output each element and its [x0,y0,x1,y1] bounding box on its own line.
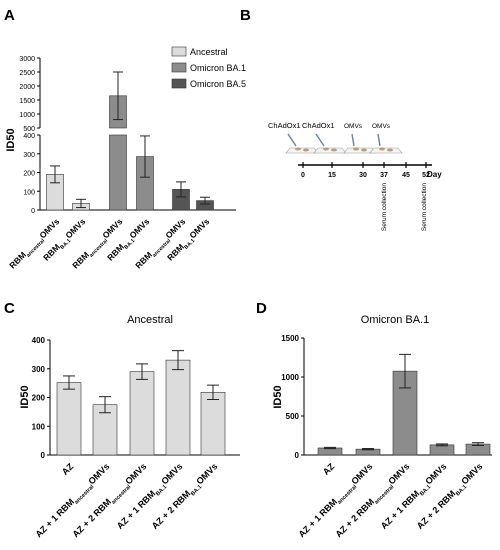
timeline-event-serum-52: Serum collection [421,183,428,231]
panel-d-bar [429,444,455,456]
mouse-icon [303,148,309,152]
panel-a-bar-lower [109,134,127,211]
mouse-icon [323,147,329,151]
mouse-icon [361,148,367,152]
panel-a-ytick-label: 100 [23,189,35,196]
timeline-label-chadox1-day15: ChAdOx1 [302,121,335,130]
timeline-label-chadox1-day0: ChAdOx1 [268,121,301,130]
legend-label-ba5: Omicron BA.5 [190,79,246,89]
panel-d-category-label: AZ [321,461,337,477]
panel-c-category-label: AZ + 2 RBMBA.1OMVs [150,461,222,533]
legend-label-ba1: Omicron BA.1 [190,63,246,73]
syringe-icon [377,133,381,147]
panel-a-ytick-label: 400 [23,133,35,140]
panel-c-title: Ancestral [127,314,173,326]
timeline-tick-label: 37 [380,172,388,179]
panel-c-bar [165,359,191,456]
panel-label-b: B [240,7,251,24]
panel-c-ytick-label: 400 [32,336,46,345]
panel-c-ytick-label: 100 [32,422,46,431]
mouse-icon [331,148,337,152]
panel-d-ytick-label: 1000 [281,373,299,382]
panel-a-legend: Ancestral Omicron BA.1 Omicron BA.5 [171,46,246,89]
timeline-tick-label: 0 [301,172,305,179]
panel-a-ytick-label: 2000 [19,84,35,91]
panel-c-ylabel: ID50 [19,385,31,408]
timeline-label-omvs-day37: OMVs [372,123,391,130]
mouse-cage-icon [369,147,403,154]
legend-swatch-ba5 [171,78,187,89]
panel-a-ytick-label: 300 [23,152,35,159]
panel-c-ytick-label: 300 [32,365,46,374]
mouse-icon [353,147,359,151]
timeline-tick-label: 15 [328,172,336,179]
panel-c-bar [56,382,82,456]
timeline-label-omvs-day30: OMVs [344,123,363,130]
panel-a-ytick-label: 200 [23,171,35,178]
legend-label-ancestral: Ancestral [190,47,228,57]
panel-c-bar [200,392,226,456]
panel-a-ytick-label: 1000 [19,112,35,119]
panel-d-category-label: AZ + 1 RBMBA.1OMVs [379,461,451,533]
panel-d-ytick-label: 500 [286,412,300,421]
panel-a-ytick-label: 500 [23,126,35,133]
panel-d-ylabel: ID50 [272,385,284,408]
panel-a-ytick-label: 1500 [19,98,35,105]
panel-c-ytick-label: 200 [32,394,46,403]
panel-c-bar [129,371,155,456]
panel-label-c: C [4,300,15,317]
panel-a-ytick-label: 0 [31,208,35,215]
syringe-icon [351,133,355,147]
timeline-tick-label: 52 [422,172,430,179]
panel-a-ytick-label: 2500 [19,70,35,77]
mouse-icon [387,148,393,152]
legend-swatch-ba1 [171,62,187,73]
panel-a-ylabel: ID50 [5,128,17,151]
mouse-cage-icon [313,147,347,154]
timeline-tick-label: 30 [359,172,367,179]
panel-label-d: D [256,300,267,317]
timeline-tick-label: 45 [402,172,410,179]
panel-label-a: A [4,7,15,24]
panel-c-category-label: AZ [60,461,76,477]
syringe-icon [287,133,297,147]
panel-d-title: Omicron BA.1 [361,314,429,326]
timeline-unit: Day [427,170,442,179]
mouse-icon [379,147,385,151]
syringe-icon [315,133,325,147]
panel-d-ytick-label: 0 [295,451,300,460]
panel-a-ytick-label: 3000 [19,56,35,63]
panel-d-category-label: AZ + 2 RBMBA.1OMVs [415,461,487,533]
mouse-icon [295,147,301,151]
panel-d-ytick-label: 1500 [281,334,299,343]
timeline-event-serum-37: Serum collection [381,183,388,231]
mouse-cage-icon [285,147,319,154]
legend-swatch-ancestral [171,46,187,57]
panel-b-timeline: ChAdOx1 ChAdOx1 OMVs OMVs Day Serum coll… [268,121,442,231]
panel-c-ytick-label: 0 [41,451,46,460]
